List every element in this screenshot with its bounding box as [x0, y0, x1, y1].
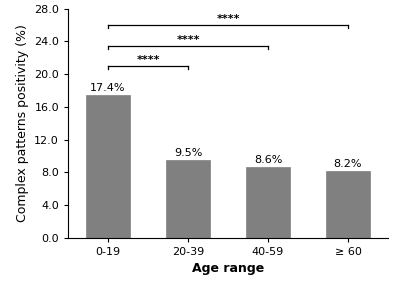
Text: 9.5%: 9.5% [174, 148, 202, 158]
Text: 8.6%: 8.6% [254, 155, 282, 165]
Bar [326, 171, 370, 238]
X-axis label: Age range: Age range [192, 262, 264, 275]
Text: ****: **** [136, 55, 160, 65]
Text: ****: **** [216, 14, 240, 24]
Text: 17.4%: 17.4% [90, 84, 126, 93]
Bar [246, 167, 290, 238]
Bar [166, 160, 210, 238]
Bar [86, 95, 130, 238]
Y-axis label: Complex patterns positivity (%): Complex patterns positivity (%) [16, 24, 28, 222]
Text: 8.2%: 8.2% [334, 159, 362, 169]
Text: ****: **** [176, 35, 200, 45]
